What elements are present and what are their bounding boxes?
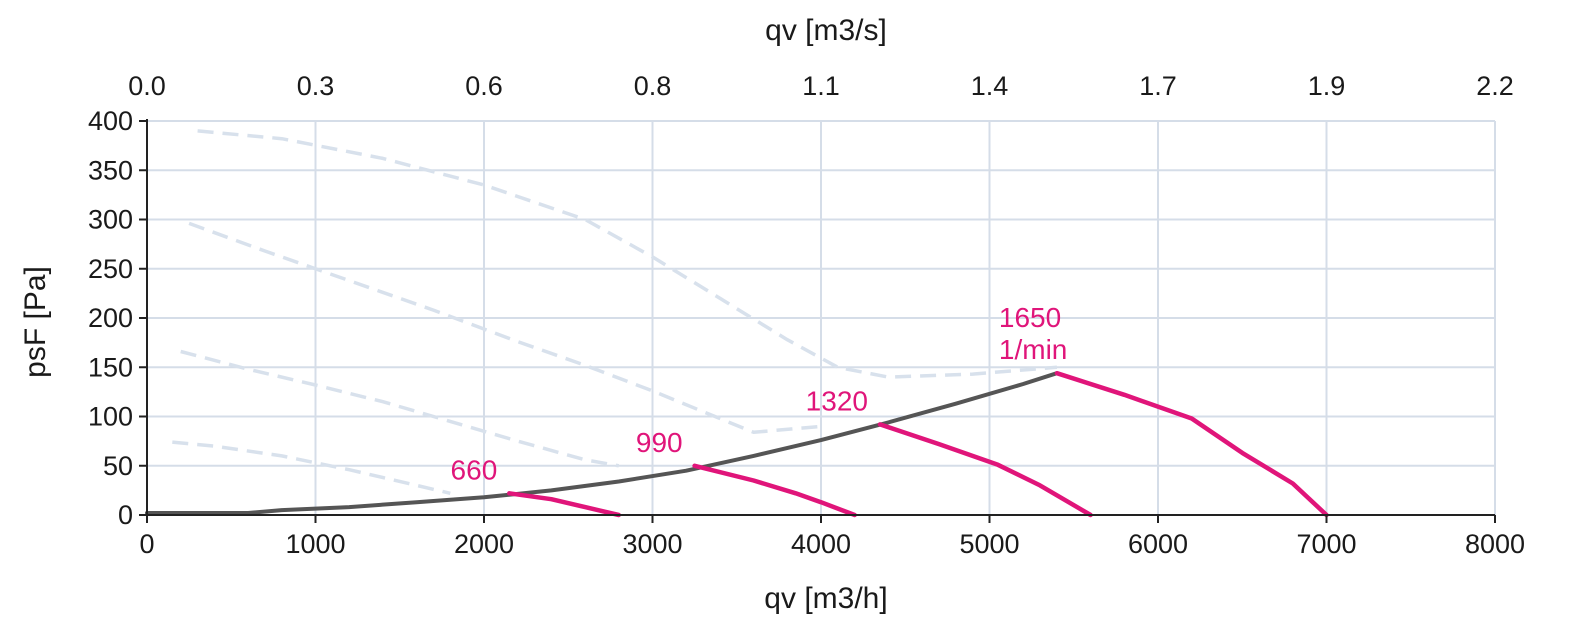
x-tick-label-bottom: 2000 bbox=[454, 529, 514, 559]
x-tick-label-top: 1.9 bbox=[1308, 71, 1346, 101]
x-tick-label-bottom: 8000 bbox=[1465, 529, 1525, 559]
x-tick-label-top: 0.8 bbox=[634, 71, 672, 101]
x-tick-label-top: 2.2 bbox=[1476, 71, 1514, 101]
x-tick-label-bottom: 3000 bbox=[622, 529, 682, 559]
operating-curve bbox=[692, 463, 857, 518]
x-tick-label-bottom: 6000 bbox=[1128, 529, 1188, 559]
x-tick-label-top: 1.7 bbox=[1139, 71, 1177, 101]
operating-curve bbox=[507, 491, 622, 518]
y-tick-label: 400 bbox=[88, 106, 133, 136]
faded-speed-curve bbox=[172, 440, 451, 496]
faded-speed-curves bbox=[172, 129, 1058, 496]
grid bbox=[146, 120, 1496, 516]
x-tick-label-top: 0.6 bbox=[465, 71, 503, 101]
speed-label: 990 bbox=[636, 427, 683, 458]
operating-curve bbox=[877, 422, 1093, 518]
bottom-x-axis-title: qv [m3/h] bbox=[764, 582, 887, 615]
x-tick-label-top: 1.4 bbox=[971, 71, 1009, 101]
system-curve-layer bbox=[145, 371, 1059, 515]
x-tick-label-bottom: 5000 bbox=[959, 529, 1019, 559]
axes bbox=[139, 119, 1496, 523]
top-x-axis-title: qv [m3/s] bbox=[765, 14, 887, 47]
speed-label: 1320 bbox=[806, 385, 868, 416]
y-tick-label: 100 bbox=[88, 402, 133, 432]
y-tick-label: 250 bbox=[88, 254, 133, 284]
y-tick-label: 200 bbox=[88, 303, 133, 333]
speed-label: 1/min bbox=[999, 334, 1067, 365]
x-tick-label-top: 1.1 bbox=[802, 71, 840, 101]
x-tick-label-bottom: 1000 bbox=[285, 529, 345, 559]
y-tick-label: 150 bbox=[88, 352, 133, 382]
faded-speed-curve bbox=[188, 221, 822, 435]
operating-curve bbox=[1054, 370, 1329, 518]
system-curve bbox=[145, 371, 1059, 515]
faded-speed-curve bbox=[197, 129, 1058, 379]
x-tick-label-bottom: 4000 bbox=[791, 529, 851, 559]
speed-label: 660 bbox=[451, 454, 498, 485]
y-axis-title: psF [Pa] bbox=[19, 266, 52, 378]
x-tick-label-top: 0.0 bbox=[128, 71, 166, 101]
y-tick-label: 350 bbox=[88, 155, 133, 185]
faded-speed-curve bbox=[180, 349, 620, 468]
x-tick-label-bottom: 0 bbox=[139, 529, 154, 559]
y-tick-label: 50 bbox=[103, 451, 133, 481]
y-tick-label: 300 bbox=[88, 205, 133, 235]
x-tick-label-bottom: 7000 bbox=[1296, 529, 1356, 559]
speed-label: 1650 bbox=[999, 302, 1061, 333]
x-tick-label-top: 0.3 bbox=[297, 71, 335, 101]
y-tick-label: 0 bbox=[118, 500, 133, 530]
